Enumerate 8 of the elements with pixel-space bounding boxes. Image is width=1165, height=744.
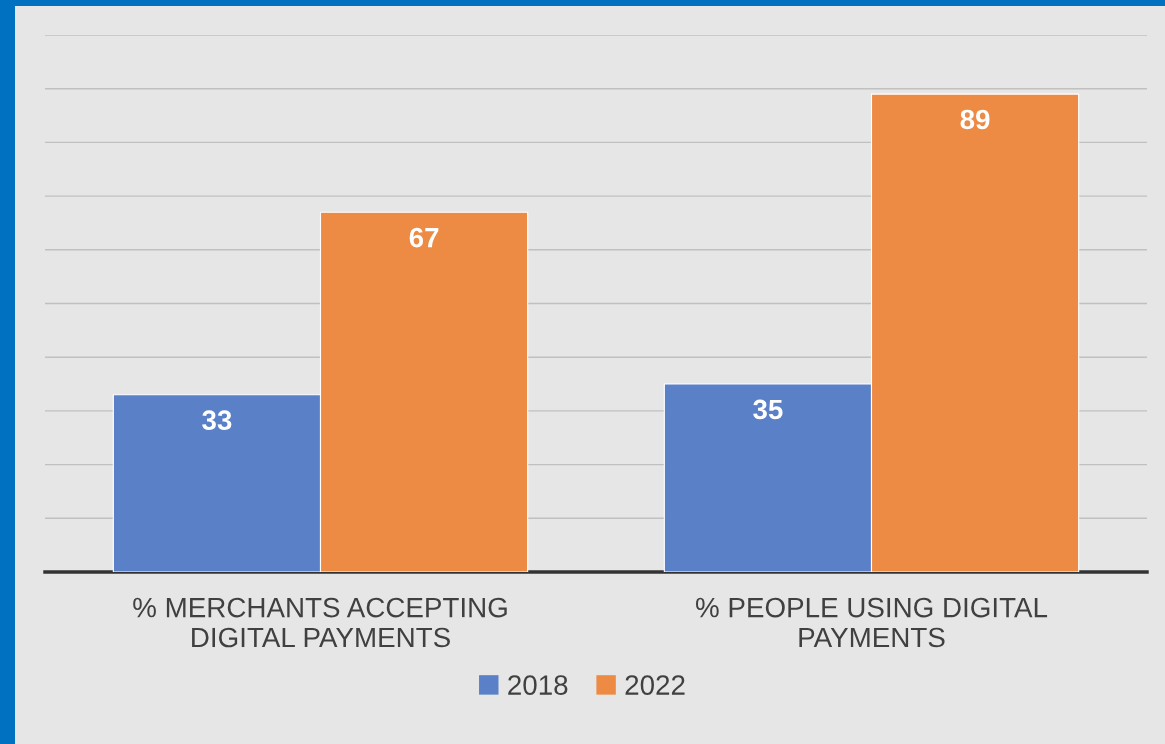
data-label: 33 — [202, 410, 232, 431]
data-label: 89 — [960, 109, 990, 130]
x-tick-label: % MERCHANTS ACCEPTING DIGITAL PAYMENTS — [133, 597, 507, 648]
legend-label: 2022 — [625, 675, 685, 695]
x-tick-label: % PEOPLE USING DIGITAL PAYMENTS — [696, 597, 1048, 648]
data-label: 35 — [753, 399, 783, 420]
data-label: 67 — [409, 227, 439, 248]
legend-label: 2018 — [508, 675, 568, 695]
